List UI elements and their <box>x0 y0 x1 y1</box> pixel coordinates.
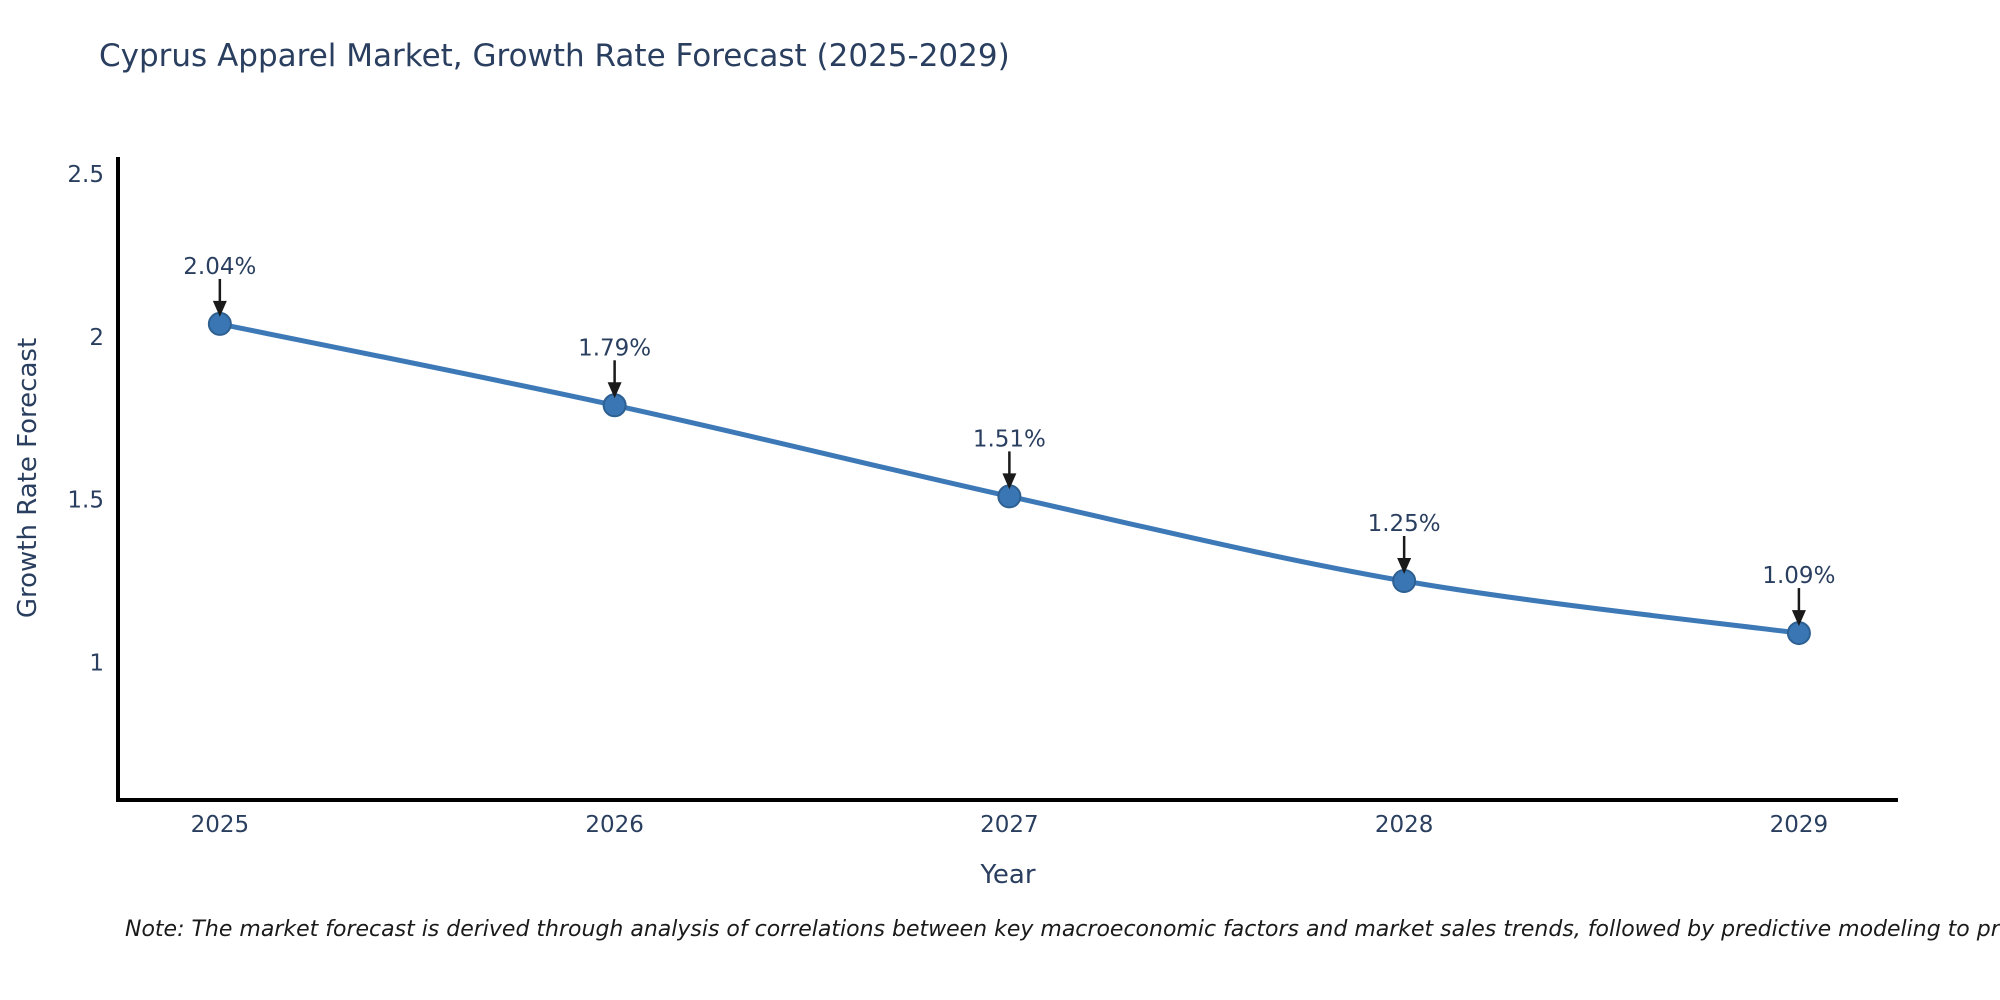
y-tick-label: 2.5 <box>67 162 104 188</box>
x-tick-label: 2029 <box>1770 812 1829 838</box>
x-tick-label: 2028 <box>1375 812 1434 838</box>
data-point-label: 1.09% <box>1762 563 1835 589</box>
data-point-label: 1.79% <box>578 335 651 361</box>
y-tick-label: 2 <box>89 325 104 351</box>
x-tick-label: 2027 <box>980 812 1039 838</box>
x-axis-title: Year <box>980 860 1036 890</box>
y-axis-title: Growth Rate Forecast <box>13 337 43 619</box>
data-point-label: 1.51% <box>973 426 1046 452</box>
annotation-arrowhead-icon <box>1791 610 1806 627</box>
annotation-arrowhead-icon <box>212 300 227 317</box>
y-tick-label: 1 <box>89 650 104 676</box>
data-point-label: 2.04% <box>183 254 256 280</box>
chart-footnote: Note: The market forecast is derived thr… <box>125 917 2000 942</box>
chart-title: Cyprus Apparel Market, Growth Rate Forec… <box>99 38 1010 74</box>
annotation-arrowhead-icon <box>1397 558 1412 575</box>
y-tick-label: 1.5 <box>67 488 104 514</box>
data-point-label: 1.25% <box>1368 511 1441 537</box>
annotation-arrowhead-icon <box>607 382 622 399</box>
x-tick-label: 2025 <box>191 812 250 838</box>
annotation-arrowhead-icon <box>1002 473 1017 490</box>
x-tick-label: 2026 <box>585 812 644 838</box>
